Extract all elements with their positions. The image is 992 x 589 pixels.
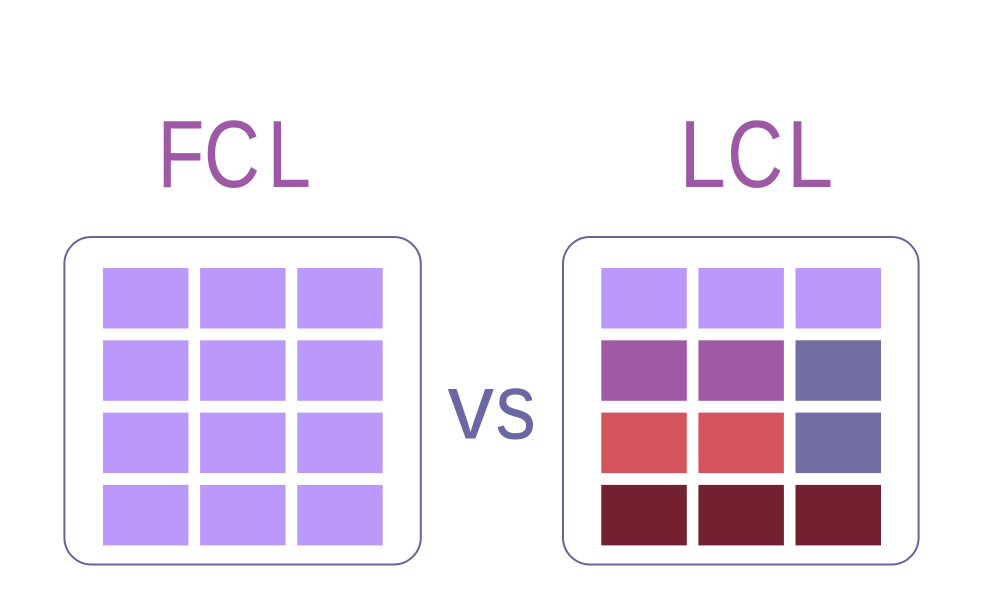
svg-text:v: v bbox=[448, 354, 495, 459]
svg-text:C: C bbox=[727, 102, 783, 208]
svg-text:L: L bbox=[679, 102, 726, 208]
svg-text:L: L bbox=[787, 102, 833, 208]
svg-text:L: L bbox=[267, 102, 311, 208]
svg-text:s: s bbox=[495, 354, 536, 459]
svg-text:F: F bbox=[157, 102, 204, 208]
svg-text:C: C bbox=[204, 102, 260, 208]
